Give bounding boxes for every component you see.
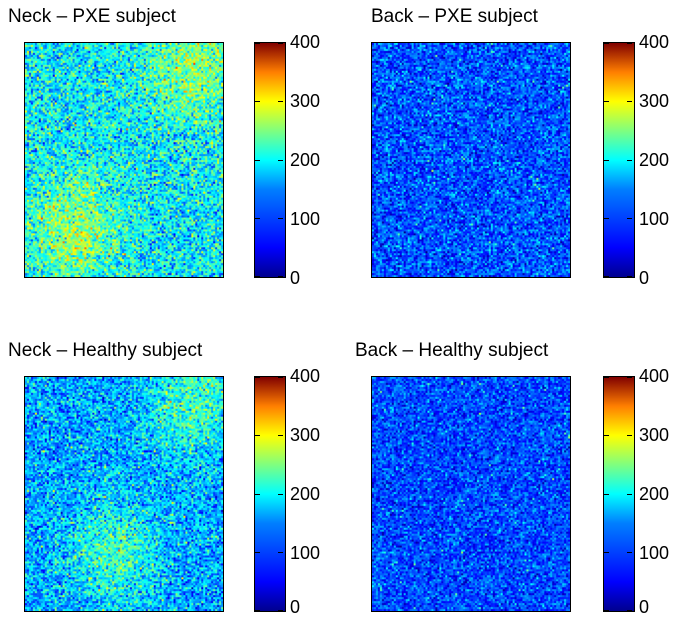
colorbar-tick <box>255 43 260 44</box>
colorbar-tick-label: 0 <box>290 268 301 288</box>
heatmap-canvas <box>25 43 223 277</box>
colorbar-tick-label: 200 <box>290 484 321 504</box>
panel-title: Back – Healthy subject <box>355 340 549 361</box>
colorbar-tick <box>255 276 260 277</box>
colorbar-tick-label: 100 <box>290 543 321 563</box>
heatmap-canvas <box>372 377 570 611</box>
colorbar-tick <box>627 218 632 219</box>
colorbar-tick <box>627 160 632 161</box>
heatmap-canvas <box>25 377 223 611</box>
colorbar <box>254 42 286 278</box>
colorbar-tick <box>278 494 283 495</box>
colorbar-tick <box>627 435 632 436</box>
colorbar <box>603 42 635 278</box>
colorbar-tick <box>278 552 283 553</box>
colorbar-tick <box>627 610 632 611</box>
colorbar-tick <box>278 43 283 44</box>
colorbar-tick <box>627 377 632 378</box>
colorbar-tick <box>255 101 260 102</box>
colorbar-tick-label: 0 <box>290 597 301 617</box>
colorbar-tick <box>278 218 283 219</box>
colorbar-tick <box>255 377 260 378</box>
colorbar-tick <box>278 276 283 277</box>
colorbar-tick <box>278 435 283 436</box>
colorbar-tick-label: 400 <box>639 32 670 52</box>
colorbar-tick-label: 100 <box>290 209 321 229</box>
colorbar-tick <box>627 494 632 495</box>
colorbar-tick-label: 300 <box>639 91 670 111</box>
colorbar-tick-label: 300 <box>290 425 321 445</box>
colorbar-tick <box>255 552 260 553</box>
colorbar-tick-label: 200 <box>639 150 670 170</box>
colorbar-tick-label: 100 <box>639 543 670 563</box>
colorbar-tick <box>278 377 283 378</box>
colorbar-tick-label: 0 <box>639 597 650 617</box>
heatmap <box>371 42 571 278</box>
colorbar-tick <box>604 276 609 277</box>
colorbar-tick <box>627 276 632 277</box>
heatmap <box>24 42 224 278</box>
colorbar-tick-label: 200 <box>639 484 670 504</box>
panel-title: Back – PXE subject <box>371 6 538 27</box>
colorbar <box>254 376 286 612</box>
colorbar-tick <box>255 435 260 436</box>
colorbar-tick-label: 0 <box>639 268 650 288</box>
colorbar-tick-label: 200 <box>290 150 321 170</box>
panel-title: Neck – Healthy subject <box>8 340 203 361</box>
colorbar-tick <box>278 610 283 611</box>
colorbar-tick <box>255 610 260 611</box>
colorbar-tick <box>255 160 260 161</box>
heatmap <box>371 376 571 612</box>
colorbar-tick-label: 400 <box>639 366 670 386</box>
colorbar-tick <box>255 494 260 495</box>
colorbar-tick <box>604 552 609 553</box>
heatmap <box>24 376 224 612</box>
colorbar-tick <box>627 43 632 44</box>
colorbar-tick <box>627 101 632 102</box>
colorbar-tick <box>604 101 609 102</box>
colorbar-tick <box>604 160 609 161</box>
colorbar-tick <box>604 43 609 44</box>
heatmap-canvas <box>372 43 570 277</box>
colorbar-tick-label: 300 <box>639 425 670 445</box>
colorbar-tick <box>604 610 609 611</box>
colorbar-tick <box>604 377 609 378</box>
colorbar-tick <box>255 218 260 219</box>
colorbar-tick-label: 300 <box>290 91 321 111</box>
colorbar-tick <box>278 160 283 161</box>
panel-title: Neck – PXE subject <box>8 6 176 27</box>
colorbar-tick <box>604 435 609 436</box>
colorbar-tick <box>604 218 609 219</box>
colorbar-tick-label: 100 <box>639 209 670 229</box>
colorbar-tick-label: 400 <box>290 366 321 386</box>
colorbar-tick-label: 400 <box>290 32 321 52</box>
colorbar-tick <box>627 552 632 553</box>
colorbar-tick <box>604 494 609 495</box>
colorbar <box>603 376 635 612</box>
colorbar-tick <box>278 101 283 102</box>
